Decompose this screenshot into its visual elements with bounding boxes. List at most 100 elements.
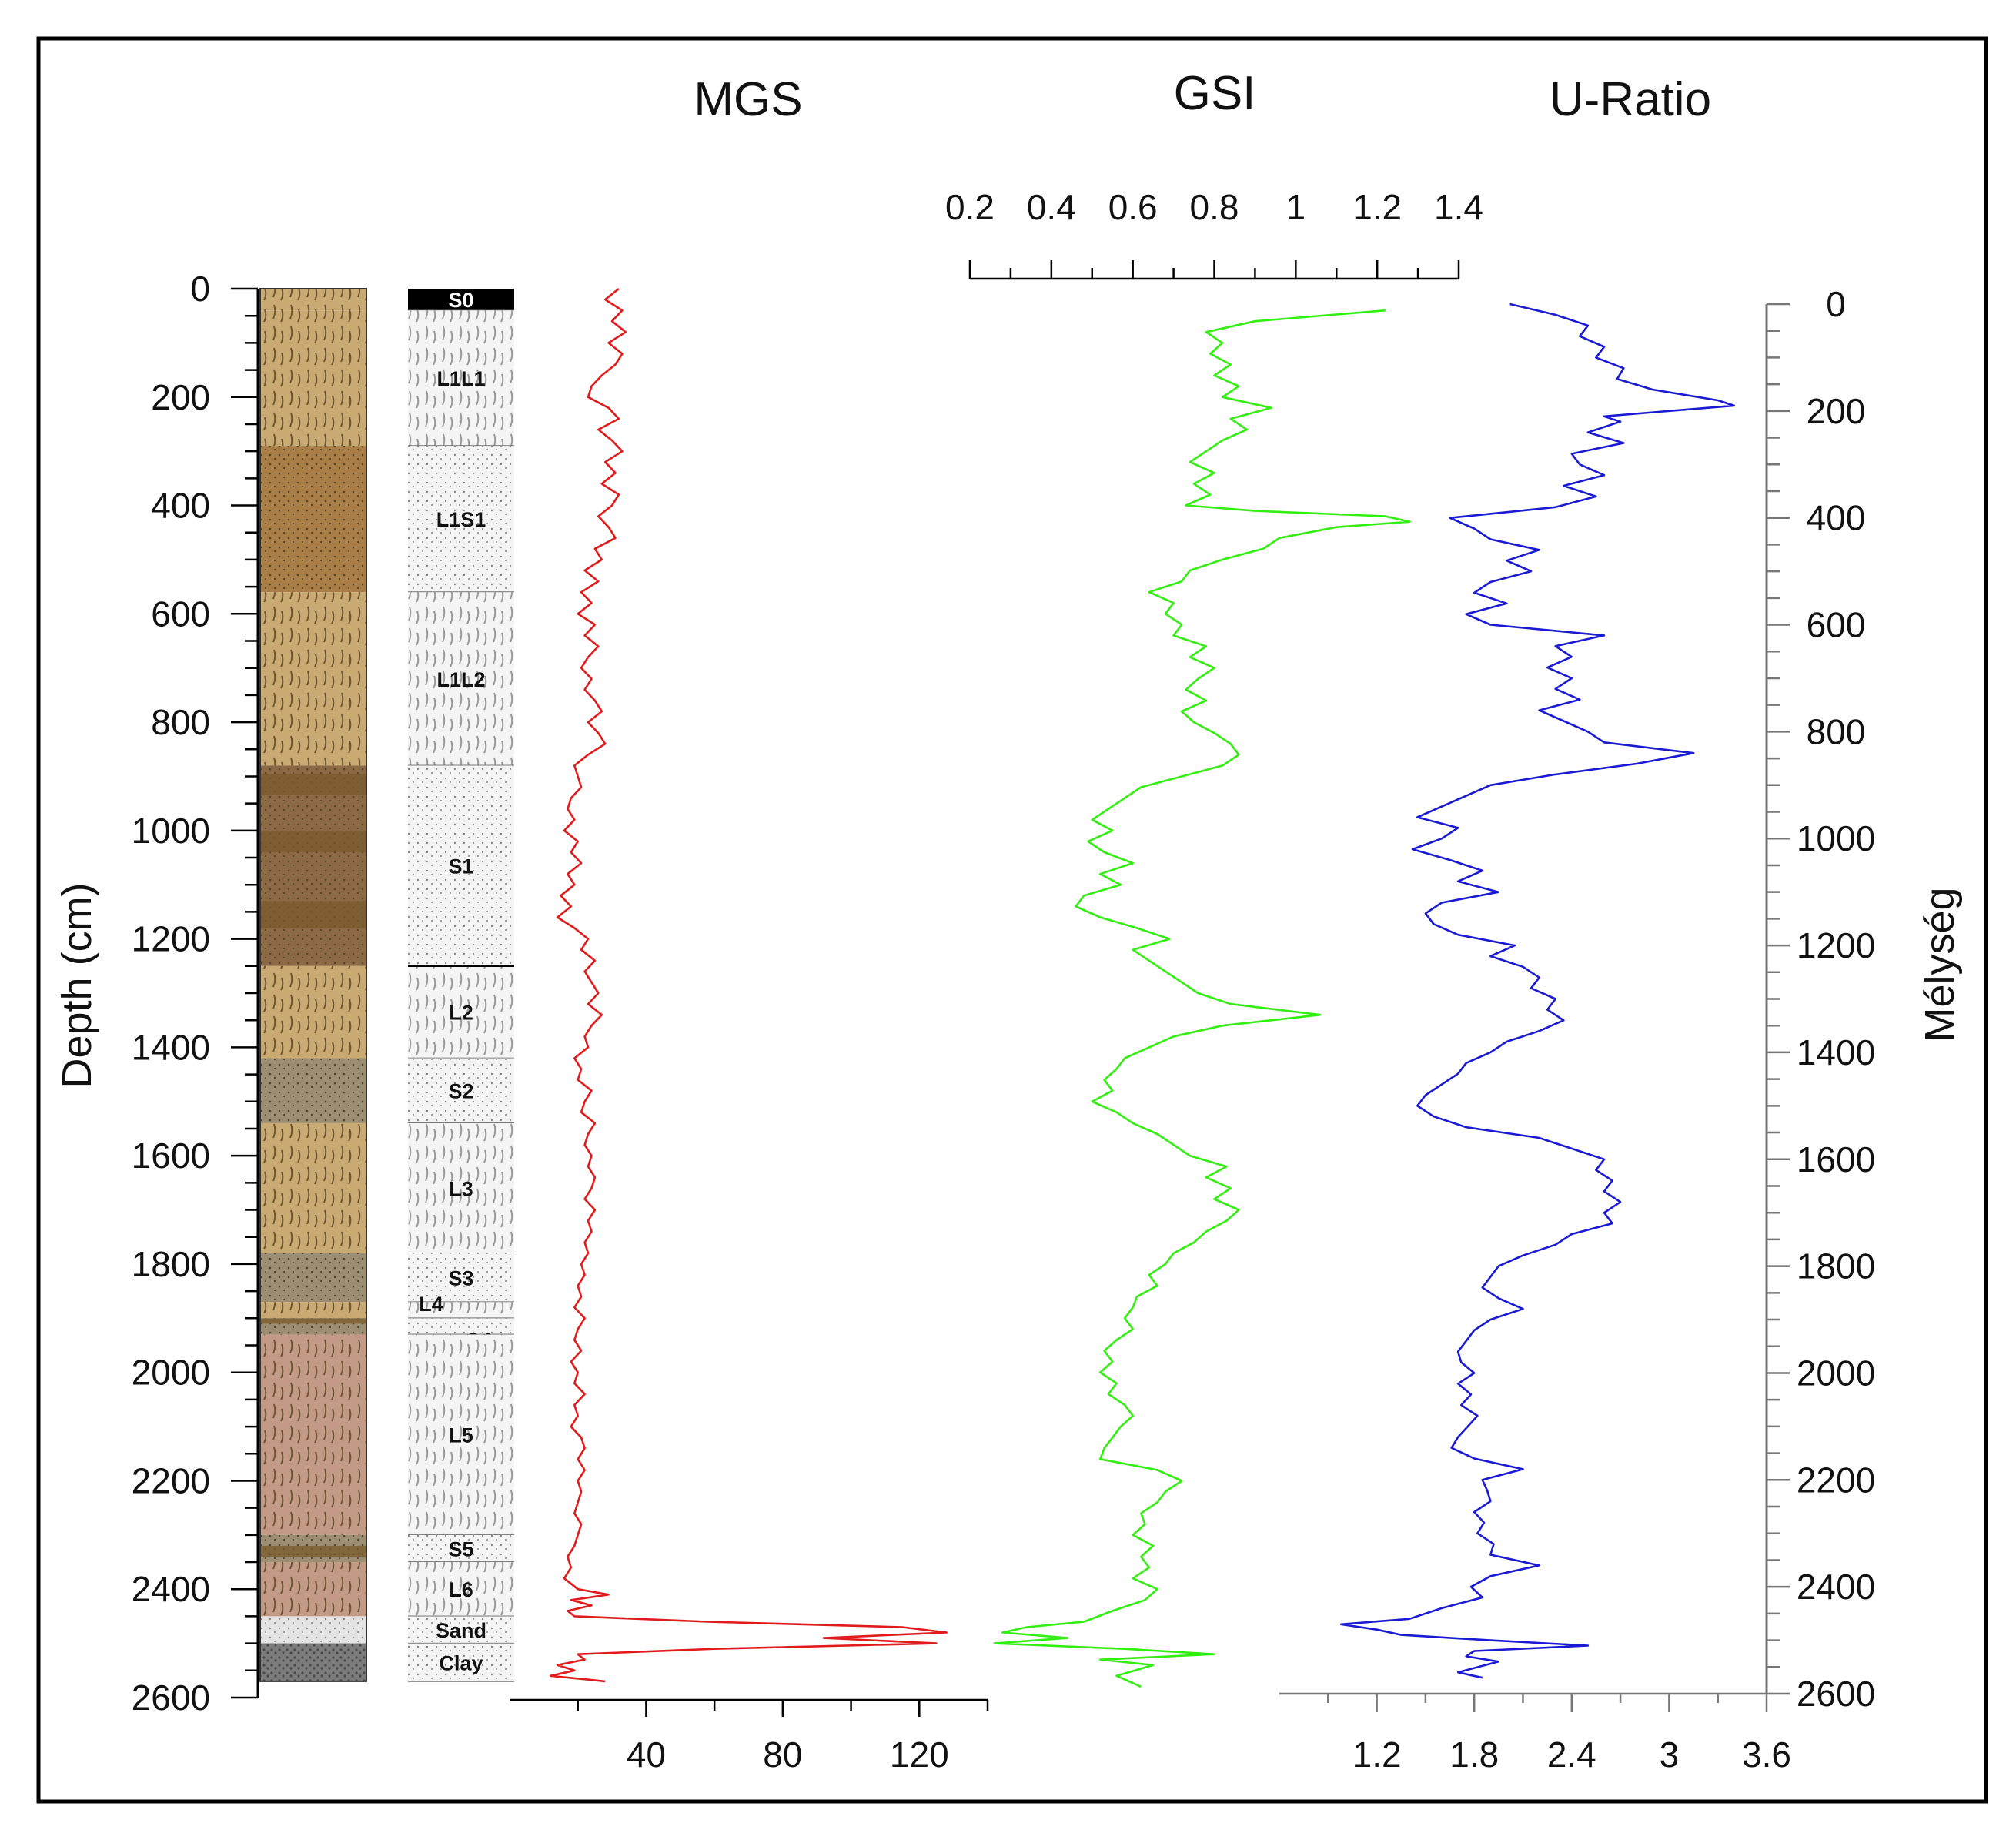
strat-unit-label: L3: [449, 1177, 473, 1200]
strat-unit-label: Clay: [439, 1651, 483, 1674]
mgs-series-line: [549, 287, 948, 1683]
gsi-tick-label: 1.2: [1352, 187, 1402, 227]
lithology-texture: [260, 1334, 366, 1535]
left-axis-tick-label: 2200: [132, 1460, 210, 1500]
left-axis-tick-label: 200: [151, 377, 210, 417]
strat-unit-label: S5: [448, 1537, 473, 1561]
strat-unit-fill: [408, 289, 514, 311]
left-axis-tick-label: 1200: [132, 919, 210, 959]
left-axis-tick-label: 0: [190, 269, 210, 309]
strat-unit-label: Sand: [436, 1619, 486, 1642]
lithology-texture: [260, 289, 366, 311]
strat-unit-label: L1L2: [436, 668, 485, 691]
left-axis-tick-label: 1800: [132, 1244, 210, 1284]
left-axis-tick-label: 2600: [132, 1678, 210, 1718]
strat-unit-label: L5: [449, 1424, 473, 1447]
strat-unit-fill: [408, 1058, 514, 1123]
lithology-dark-band: [260, 830, 366, 852]
strat-unit-fill: [408, 1562, 514, 1617]
strat-unit-label: L4: [419, 1293, 443, 1316]
right-axis-title: Mélység: [1917, 887, 1963, 1042]
right-axis-tick-label: 2400: [1797, 1567, 1875, 1607]
uratio-tick-label: 1.2: [1352, 1735, 1402, 1775]
right-axis-tick-label: 1600: [1797, 1139, 1875, 1179]
depth-axis-left: 0 200 400 600 800 1000 1200 1400 1600 1800 2000 220…: [132, 269, 259, 1718]
strat-unit-fill: [408, 1318, 514, 1335]
right-axis-tick-label: 1000: [1797, 818, 1875, 858]
gsi-tick-label: 0.6: [1108, 187, 1158, 227]
strat-unit-fill: [408, 446, 514, 593]
right-axis-tick-label: 2600: [1797, 1674, 1875, 1714]
strat-unit-label: S0: [448, 289, 473, 312]
right-axis-tick-label: 1200: [1797, 925, 1875, 965]
uratio-title: U-Ratio: [1550, 73, 1711, 126]
stratigraphy-column: S0L1L1L1S1L1L2S1L2S2L3S3L4S4L5S5L6SandCl…: [408, 289, 514, 1682]
gsi-title: GSI: [1174, 67, 1256, 120]
figure-border: [36, 36, 1988, 1804]
lithology-texture: [260, 1562, 366, 1617]
left-axis-title: Depth (cm): [54, 882, 100, 1088]
lithology-column: [259, 288, 367, 1682]
lithology-texture: [260, 1616, 366, 1644]
left-axis-tick-label: 600: [151, 594, 210, 634]
strat-unit-fill: [408, 310, 514, 447]
strat-unit-fill: [408, 592, 514, 766]
strat-unit-fill: [408, 1334, 514, 1535]
lithology-texture: [260, 1253, 366, 1303]
left-axis-tick-label: 800: [151, 702, 210, 742]
lithology-dark-band: [260, 901, 366, 928]
left-axis-tick-label: 1600: [132, 1136, 210, 1176]
lithology-texture: [260, 1058, 366, 1123]
right-axis-tick-label: 2200: [1797, 1460, 1875, 1500]
right-axis-tick-label: 1800: [1797, 1246, 1875, 1286]
gsi-tick-label: 0.4: [1027, 187, 1076, 227]
strat-unit-label: L2: [449, 1002, 473, 1025]
lithology-texture: [260, 1643, 366, 1681]
strat-unit-fill: [408, 1534, 514, 1563]
left-axis-tick-label: 1400: [132, 1027, 210, 1067]
left-axis-tick-label: 2000: [132, 1353, 210, 1393]
gsi-tick-label: 0.2: [945, 187, 995, 227]
left-axis-tick-label: 1000: [132, 811, 210, 851]
right-axis-tick-label: 600: [1807, 605, 1866, 645]
uratio-tick-label: 3: [1660, 1735, 1680, 1775]
mgs-tick-label: 40: [627, 1735, 666, 1775]
strat-unit-label: S3: [448, 1267, 473, 1290]
strat-unit-fill: [408, 1122, 514, 1253]
mgs-tick-label: 80: [763, 1735, 802, 1775]
strat-unit-fill: [408, 765, 514, 966]
uratio-panel: 1.2 1.8 2.4 3 3.6: [1279, 303, 1791, 1775]
lithology-texture: [260, 592, 366, 766]
right-axis-tick-label: 400: [1807, 498, 1866, 538]
right-axis-tick-label: 0: [1826, 284, 1846, 324]
gsi-tick-label: 1: [1286, 187, 1306, 227]
mgs-title: MGS: [694, 73, 802, 126]
right-axis-tick-label: 2000: [1797, 1353, 1875, 1393]
gsi-series-line: [993, 309, 1411, 1688]
uratio-tick-label: 1.8: [1449, 1735, 1499, 1775]
lithology-texture: [260, 1122, 366, 1253]
depth-axis-right: 0 200 400 600 800 1000 1200 1400 1600 1800 2000 220…: [1765, 284, 1875, 1714]
lithology-texture: [260, 765, 366, 966]
right-axis-tick-label: 800: [1807, 711, 1866, 751]
lithology-texture: [260, 446, 366, 593]
uratio-tick-label: 3.6: [1742, 1735, 1791, 1775]
strat-unit-label: L1L1: [436, 367, 485, 390]
lithology-dark-band: [260, 773, 366, 796]
strat-unit-label: L1S1: [436, 508, 486, 531]
gsi-panel: 0.2 0.4 0.6 0.8 1 1.2 1.4: [945, 187, 1483, 1688]
strat-unit-fill: [408, 1616, 514, 1644]
strat-unit-label: S2: [448, 1080, 473, 1103]
strat-unit-fill: [408, 1253, 514, 1303]
gsi-tick-label: 0.8: [1190, 187, 1239, 227]
right-axis-tick-label: 1400: [1797, 1032, 1875, 1072]
strat-unit-label: S1: [448, 855, 473, 878]
strat-unit-fill: [408, 1302, 514, 1319]
lithology-outline: [259, 288, 367, 1682]
right-axis-tick-label: 200: [1807, 391, 1866, 431]
lithology-dark-band: [260, 1545, 366, 1557]
mgs-panel: 40 80 120: [510, 287, 989, 1775]
mgs-tick-label: 120: [890, 1735, 949, 1775]
lithology-texture: [260, 310, 366, 447]
